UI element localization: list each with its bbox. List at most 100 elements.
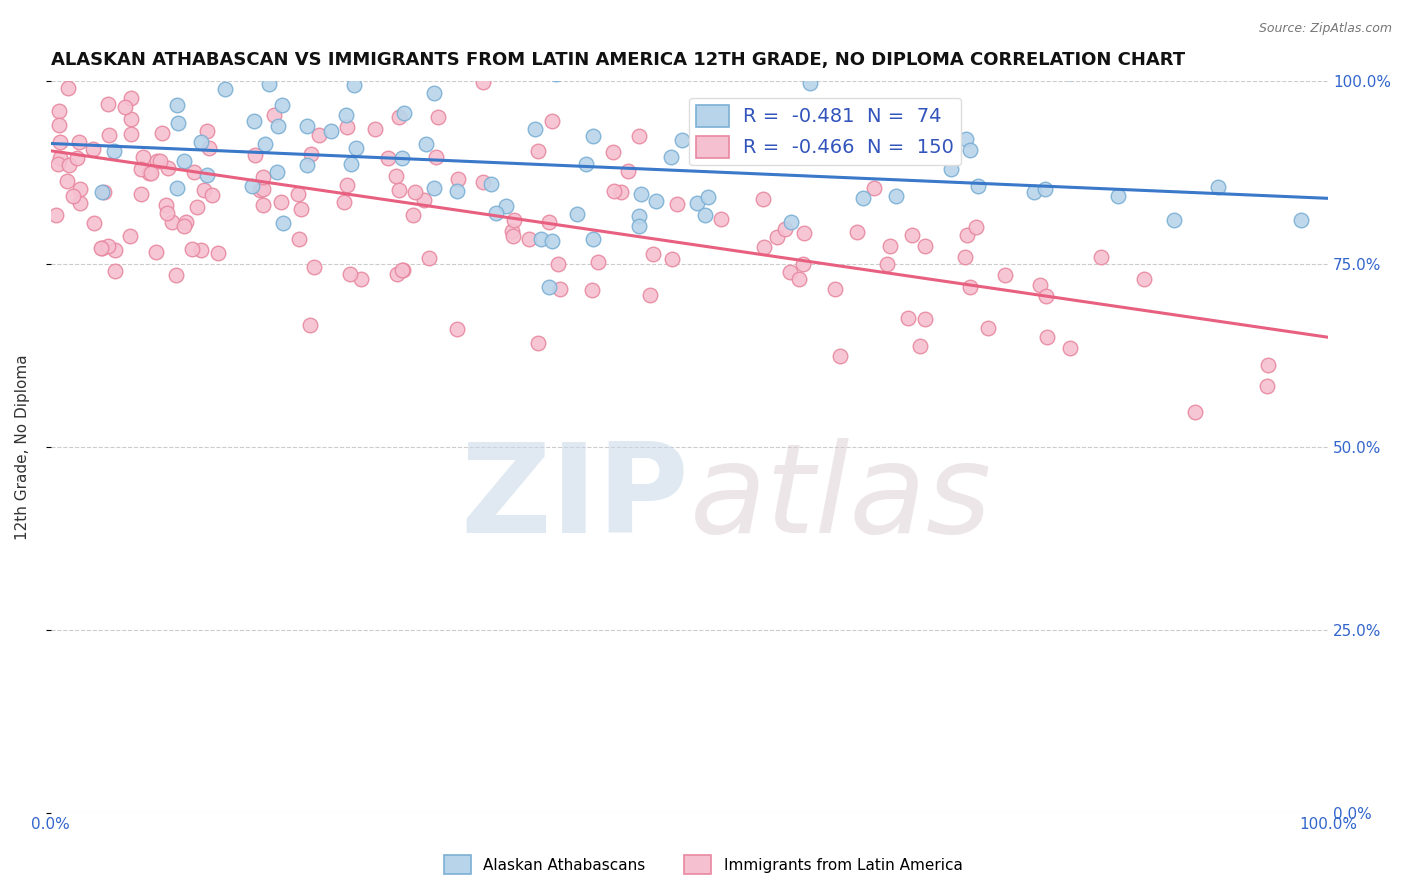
Point: [548, 282, 571, 296]
Point: [773, 221, 796, 235]
Point: [627, 219, 650, 234]
Point: [190, 243, 212, 257]
Point: [58, 158, 80, 172]
Point: [567, 207, 589, 221]
Point: [138, 37, 160, 52]
Point: [544, 67, 567, 81]
Point: [1257, 358, 1279, 372]
Point: [977, 320, 1000, 334]
Point: [630, 186, 652, 201]
Point: [575, 156, 598, 170]
Point: [288, 232, 311, 246]
Point: [959, 280, 981, 294]
Point: [685, 195, 707, 210]
Point: [165, 268, 187, 283]
Point: [404, 185, 426, 199]
Point: [610, 186, 633, 200]
Point: [501, 225, 523, 239]
Point: [302, 42, 325, 56]
Point: [149, 153, 172, 168]
Point: [752, 193, 775, 207]
Point: [46, 156, 69, 170]
Point: [190, 135, 212, 149]
Point: [115, 44, 138, 58]
Point: [270, 97, 292, 112]
Point: [582, 129, 605, 144]
Point: [252, 182, 274, 196]
Point: [299, 147, 322, 161]
Point: [541, 114, 564, 128]
Point: [779, 265, 801, 279]
Point: [876, 143, 898, 157]
Point: [214, 82, 236, 96]
Point: [388, 183, 411, 197]
Point: [540, 234, 562, 248]
Point: [266, 119, 288, 133]
Point: [581, 283, 603, 297]
Point: [160, 215, 183, 229]
Point: [103, 145, 125, 159]
Point: [295, 119, 318, 133]
Point: [666, 196, 689, 211]
Point: [876, 257, 898, 271]
Point: [1059, 341, 1081, 355]
Point: [173, 154, 195, 169]
Point: [503, 213, 526, 227]
Point: [1029, 278, 1052, 293]
Point: [1206, 180, 1229, 194]
Point: [45, 208, 67, 222]
Point: [243, 114, 266, 128]
Point: [97, 97, 120, 112]
Point: [643, 247, 665, 261]
Point: [953, 250, 976, 264]
Point: [69, 182, 91, 196]
Point: [530, 232, 553, 246]
Point: [1057, 66, 1080, 80]
Point: [762, 139, 785, 153]
Point: [156, 161, 179, 175]
Point: [423, 181, 446, 195]
Point: [156, 206, 179, 220]
Point: [104, 264, 127, 278]
Point: [582, 232, 605, 246]
Point: [103, 42, 125, 56]
Point: [377, 151, 399, 165]
Point: [914, 239, 936, 253]
Point: [186, 200, 208, 214]
Point: [98, 45, 121, 60]
Point: [120, 90, 142, 104]
Point: [181, 242, 204, 256]
Point: [335, 108, 357, 122]
Point: [167, 116, 190, 130]
Point: [1036, 330, 1059, 344]
Point: [388, 111, 411, 125]
Point: [884, 188, 907, 202]
Point: [959, 143, 981, 157]
Point: [914, 312, 936, 326]
Point: [446, 184, 468, 198]
Point: [752, 240, 775, 254]
Point: [900, 228, 922, 243]
Point: [201, 187, 224, 202]
Point: [295, 158, 318, 172]
Point: [897, 310, 920, 325]
Point: [766, 230, 789, 244]
Point: [207, 246, 229, 260]
Text: atlas: atlas: [689, 438, 991, 558]
Point: [103, 243, 125, 257]
Point: [129, 161, 152, 176]
Point: [391, 262, 413, 277]
Point: [49, 135, 72, 149]
Point: [472, 175, 495, 189]
Point: [240, 178, 263, 193]
Point: [174, 215, 197, 229]
Point: [387, 267, 409, 281]
Point: [425, 150, 447, 164]
Point: [339, 267, 361, 281]
Point: [252, 169, 274, 184]
Point: [638, 288, 661, 302]
Point: [93, 186, 115, 200]
Point: [350, 272, 373, 286]
Point: [66, 151, 89, 165]
Point: [155, 198, 177, 212]
